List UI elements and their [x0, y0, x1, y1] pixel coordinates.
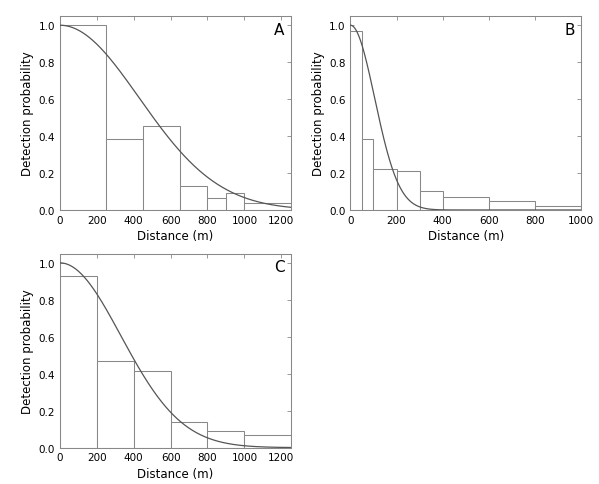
- Bar: [171, 422, 207, 448]
- X-axis label: Distance (m): Distance (m): [137, 229, 213, 242]
- Bar: [489, 201, 535, 211]
- Bar: [60, 26, 106, 211]
- Bar: [143, 127, 180, 211]
- Bar: [180, 186, 207, 211]
- Bar: [535, 207, 581, 211]
- Text: C: C: [274, 260, 285, 275]
- Y-axis label: Detection probability: Detection probability: [312, 51, 325, 176]
- Bar: [207, 199, 226, 211]
- Text: B: B: [565, 23, 576, 38]
- Bar: [419, 192, 443, 211]
- Bar: [134, 371, 171, 448]
- Bar: [207, 431, 244, 448]
- Bar: [97, 361, 134, 448]
- Bar: [374, 170, 397, 211]
- Bar: [60, 276, 97, 448]
- Bar: [226, 194, 244, 211]
- Bar: [350, 31, 362, 211]
- Bar: [362, 139, 374, 211]
- Y-axis label: Detection probability: Detection probability: [22, 288, 34, 413]
- Text: A: A: [274, 23, 285, 38]
- X-axis label: Distance (m): Distance (m): [137, 467, 213, 480]
- Bar: [244, 435, 291, 448]
- Bar: [443, 197, 489, 211]
- X-axis label: Distance (m): Distance (m): [428, 229, 504, 242]
- Bar: [397, 172, 419, 211]
- Y-axis label: Detection probability: Detection probability: [22, 51, 34, 176]
- Bar: [106, 139, 143, 211]
- Bar: [244, 203, 291, 211]
